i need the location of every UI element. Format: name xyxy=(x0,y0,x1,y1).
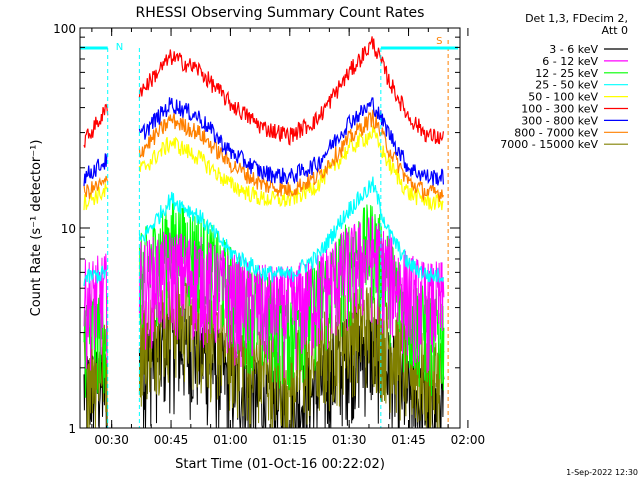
series-line xyxy=(138,202,445,397)
series-line xyxy=(83,175,109,199)
x-tick-label: 01:45 xyxy=(391,433,426,447)
legend-label: 100 - 300 keV xyxy=(521,103,598,116)
legend-label: 25 - 50 keV xyxy=(535,79,598,92)
series-6-12-kev xyxy=(83,216,445,379)
x-axis-label: Start Time (01-Oct-16 00:22:02) xyxy=(175,457,385,472)
y-tick-label: 100 xyxy=(53,22,76,36)
axes: 00:30 00:45 01:00 01:15 01:30 01:45 02:00 1 10 10… xyxy=(53,22,485,447)
series-line xyxy=(83,265,108,287)
legend-label: 3 - 6 keV xyxy=(549,43,598,56)
series-line xyxy=(138,36,444,146)
series-line xyxy=(138,216,445,379)
series-300-800-kev xyxy=(83,97,444,186)
legend-label: 800 - 7000 keV xyxy=(514,126,598,139)
series-25-50-kev xyxy=(83,176,444,287)
legend-label: 300 - 800 keV xyxy=(521,114,598,127)
flag-label-n: N xyxy=(116,42,123,53)
series-line xyxy=(83,253,108,371)
series-line xyxy=(138,125,444,212)
legend-label: 12 - 25 keV xyxy=(535,67,598,80)
y-tick-label: 1 xyxy=(68,422,76,436)
legend-header: Att 0 xyxy=(602,24,628,37)
flag-label-s: S xyxy=(436,36,442,47)
series-line xyxy=(138,176,444,283)
x-tick-label: 00:30 xyxy=(94,433,129,447)
x-tick-label: 00:45 xyxy=(154,433,189,447)
x-tick-label: 01:30 xyxy=(332,433,367,447)
y-tick-label: 10 xyxy=(61,222,76,236)
x-tick-label: 02:00 xyxy=(451,433,486,447)
series-100-300-kev xyxy=(83,36,444,148)
x-tick-label: 01:00 xyxy=(213,433,248,447)
series-50-100-kev xyxy=(83,125,444,212)
series-800-7000-kev xyxy=(83,109,444,202)
timestamp: 1-Sep-2022 12:30 xyxy=(566,468,638,477)
series-line xyxy=(138,97,444,186)
y-axis-label: Count Rate (s⁻¹ detector⁻¹) xyxy=(29,140,44,317)
plot-area: NS xyxy=(80,36,458,430)
series-line xyxy=(83,183,109,211)
series-line xyxy=(83,324,108,429)
legend-label: 6 - 12 keV xyxy=(542,55,598,68)
series-line xyxy=(138,109,444,202)
x-tick-label: 01:15 xyxy=(272,433,307,447)
legend-header: Det 1,3, FDecim 2, xyxy=(525,12,628,25)
chart-title: RHESSI Observing Summary Count Rates xyxy=(136,5,425,21)
legend-label: 7000 - 15000 keV xyxy=(500,138,598,151)
legend-label: 50 - 100 keV xyxy=(528,91,598,104)
series-line xyxy=(83,103,109,148)
series-line xyxy=(83,153,109,186)
